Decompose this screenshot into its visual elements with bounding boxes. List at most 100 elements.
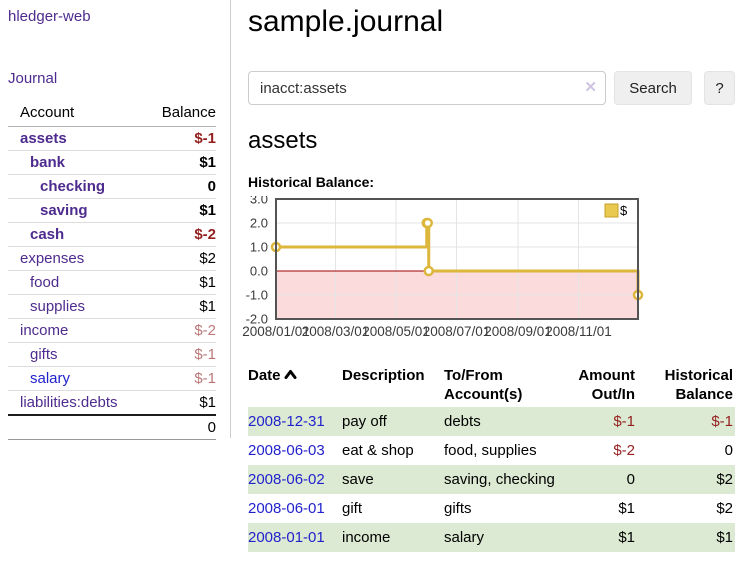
register-body: 2008-12-31 pay off debts $-1 $-1 2008-06… [248, 407, 735, 552]
account-link[interactable]: bank [30, 154, 66, 171]
transaction-accounts: saving, checking [444, 471, 555, 488]
account-link[interactable]: food [30, 274, 60, 291]
svg-text:3.0: 3.0 [250, 196, 268, 207]
accounts-table: Account Balance assets $-1 bank $1 check… [8, 102, 216, 440]
account-balance: $-1 [194, 130, 216, 147]
col-balance: Historical Balance [664, 367, 733, 403]
account-balance: $1 [199, 154, 216, 171]
transaction-row: 2008-06-02 save saving, checking 0 $2 [248, 465, 735, 494]
transaction-date-link[interactable]: 2008-06-01 [248, 500, 325, 517]
account-row: salary $-1 [8, 367, 216, 391]
transaction-balance: $1 [716, 529, 733, 546]
account-balance: $-1 [194, 346, 216, 363]
transaction-date-link[interactable]: 2008-12-31 [248, 413, 325, 430]
svg-text:2008/11/01: 2008/11/01 [545, 324, 612, 339]
account-row: assets $-1 [8, 127, 216, 151]
transaction-date-link[interactable]: 2008-06-03 [248, 442, 325, 459]
transaction-description: eat & shop [342, 442, 414, 459]
transaction-description: income [342, 529, 391, 546]
account-row: saving $1 [8, 199, 216, 223]
svg-text:2008/07/01: 2008/07/01 [423, 324, 491, 339]
account-link[interactable]: assets [20, 130, 67, 147]
transaction-balance: $2 [716, 471, 733, 488]
accounts-header-row: Account Balance [8, 102, 216, 127]
account-link[interactable]: salary [30, 370, 71, 387]
svg-text:-2.0: -2.0 [246, 312, 268, 327]
register-header-row: Date Description To/From Account(s) Amou… [248, 363, 735, 407]
account-balance: $-2 [194, 226, 216, 243]
account-link[interactable]: gifts [30, 346, 58, 363]
transaction-amount: $1 [618, 529, 635, 546]
transaction-accounts: food, supplies [444, 442, 537, 459]
accounts-header-balance: Balance [161, 104, 216, 121]
transaction-description: pay off [342, 413, 387, 430]
account-row: gifts $-1 [8, 343, 216, 367]
svg-text:2008/01/01: 2008/01/01 [242, 324, 310, 339]
transaction-description: save [342, 471, 374, 488]
svg-text:$: $ [620, 203, 628, 218]
transaction-balance: $2 [716, 500, 733, 517]
register-table: Date Description To/From Account(s) Amou… [248, 363, 735, 552]
clear-search-icon[interactable]: ✕ [584, 79, 597, 96]
account-link[interactable]: income [20, 322, 69, 339]
sort-ascending-icon [284, 370, 297, 379]
transaction-row: 2008-06-03 eat & shop food, supplies $-2… [248, 436, 735, 465]
svg-text:2008/03/01: 2008/03/01 [302, 324, 370, 339]
svg-text:2008/05/01: 2008/05/01 [362, 324, 430, 339]
transaction-amount: $-1 [613, 413, 635, 430]
account-row: liabilities:debts $1 [8, 391, 216, 415]
account-balance: 0 [207, 178, 216, 195]
transaction-date-link[interactable]: 2008-01-01 [248, 529, 325, 546]
svg-text:2008/09/01: 2008/09/01 [484, 324, 552, 339]
chart-label: Historical Balance: [248, 174, 375, 190]
sidebar-accounts-body: Account Balance assets $-1 bank $1 check… [8, 102, 216, 415]
svg-text:2.0: 2.0 [250, 216, 268, 231]
transaction-row: 2008-12-31 pay off debts $-1 $-1 [248, 407, 735, 436]
account-row: income $-2 [8, 319, 216, 343]
balance-chart: 3.0 2.0 1.0 0.0 -1.0 -2.0 2008/01/01 2008/03/01… [242, 192, 735, 347]
search-button[interactable]: Search [613, 71, 693, 105]
account-balance: $1 [199, 298, 216, 315]
accounts-total-value: 0 [207, 419, 216, 436]
transaction-description: gift [342, 500, 363, 517]
sidebar-item-journal[interactable]: Journal [8, 70, 58, 87]
svg-text:-1.0: -1.0 [246, 288, 268, 303]
account-row: cash $-2 [8, 223, 216, 247]
account-balance: $-1 [194, 370, 216, 387]
transaction-accounts: debts [444, 413, 481, 430]
search-input[interactable] [248, 71, 606, 105]
transaction-row: 2008-01-01 income salary $1 $1 [248, 523, 735, 552]
account-link[interactable]: saving [40, 202, 88, 219]
sidebar: hledger-web Journal Account Balance asse… [0, 0, 231, 440]
app-title-link[interactable]: hledger-web [8, 8, 91, 25]
col-description: Description [342, 367, 425, 384]
account-row: bank $1 [8, 151, 216, 175]
transaction-row: 2008-06-01 gift gifts $1 $2 [248, 494, 735, 523]
account-link[interactable]: liabilities:debts [20, 394, 118, 411]
account-balance: $1 [199, 394, 216, 411]
transaction-amount: 0 [626, 471, 635, 488]
transaction-date-link[interactable]: 2008-06-02 [248, 471, 325, 488]
account-link[interactable]: cash [30, 226, 65, 243]
account-balance: $-2 [194, 322, 216, 339]
help-button[interactable]: ? [704, 71, 735, 105]
account-link[interactable]: supplies [30, 298, 86, 315]
account-row: expenses $2 [8, 247, 216, 271]
account-link[interactable]: checking [40, 178, 106, 195]
transaction-amount: $1 [618, 500, 635, 517]
svg-text:0.0: 0.0 [250, 264, 268, 279]
account-balance: $1 [199, 274, 216, 291]
svg-text:1.0: 1.0 [250, 240, 268, 255]
transaction-balance: $-1 [711, 413, 733, 430]
balance-chart-svg: 3.0 2.0 1.0 0.0 -1.0 -2.02008/01/012008/03/01… [242, 192, 644, 339]
transaction-accounts: salary [444, 529, 485, 546]
account-link[interactable]: expenses [20, 250, 85, 267]
col-date[interactable]: Date [248, 363, 342, 407]
col-accounts: To/From Account(s) [444, 367, 523, 403]
main-content: sample.journal ✕ Search ? assets Histori… [242, 0, 735, 552]
accounts-total-row: 0 [8, 415, 216, 440]
accounts-header-account: Account [20, 104, 75, 121]
account-balance: $2 [199, 250, 216, 267]
account-page-title: assets [248, 127, 318, 154]
account-row: food $1 [8, 271, 216, 295]
